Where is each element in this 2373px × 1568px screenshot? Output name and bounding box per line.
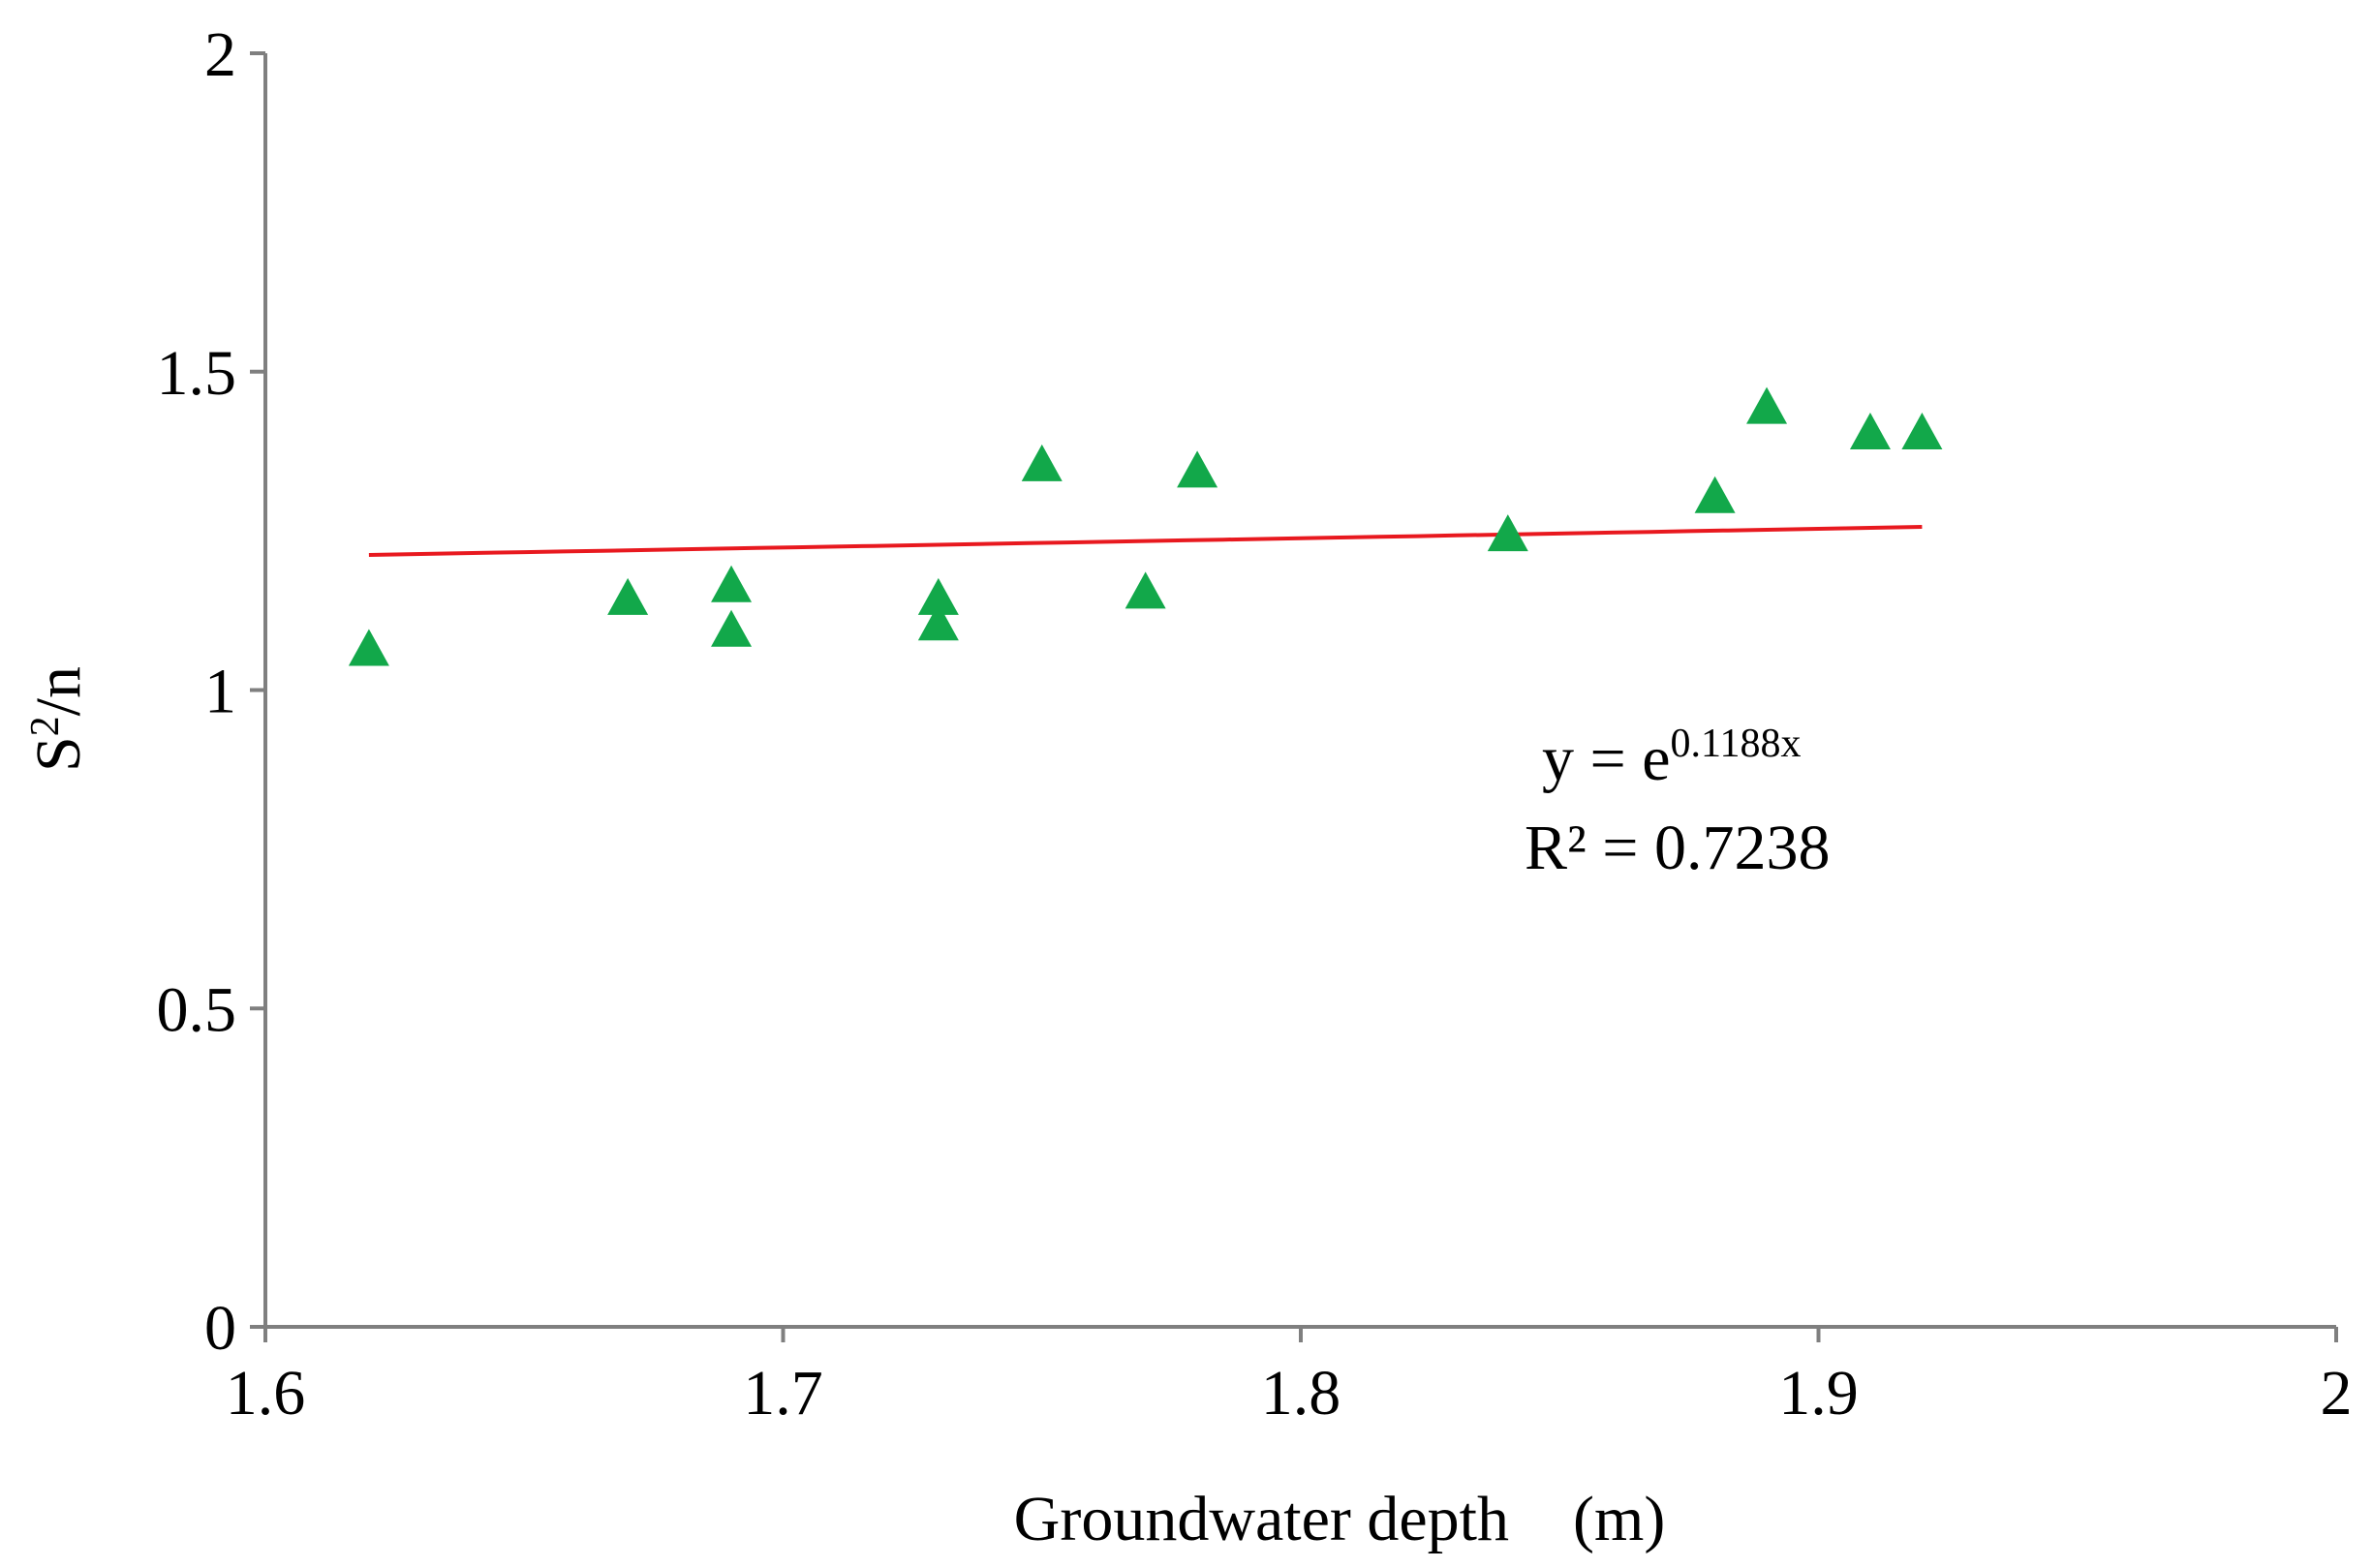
data-point <box>1849 412 1891 449</box>
data-point <box>348 629 389 666</box>
r-squared-label: R² = 0.7238 <box>1525 813 1831 883</box>
data-point <box>711 565 753 602</box>
trendline-group <box>368 525 1923 557</box>
data-point <box>1694 476 1736 513</box>
data-point <box>1746 386 1788 424</box>
y-tick-label: 0 <box>204 1293 236 1364</box>
y-axis-title-rest: /n <box>23 666 94 716</box>
data-point <box>1021 444 1063 481</box>
x-tick-label: 2 <box>2321 1358 2353 1429</box>
y-tick-label: 1 <box>204 657 236 727</box>
data-point <box>917 603 959 641</box>
trendline <box>368 525 1923 557</box>
data-point <box>1487 514 1528 552</box>
equation-prefix: y = e <box>1542 723 1671 794</box>
axes: 1.6 1.7 1.8 1.9 2 0 0.5 1 1.5 2 <box>157 19 2353 1429</box>
data-point <box>711 609 753 647</box>
x-ticks: 1.6 1.7 1.8 1.9 2 <box>226 1327 2353 1429</box>
data-points <box>348 386 1943 666</box>
data-point <box>1125 571 1166 609</box>
y-ticks: 0 0.5 1 1.5 2 <box>157 19 265 1364</box>
data-point <box>1177 450 1218 488</box>
trendline-equation: y = e0.1188x <box>1542 722 1801 794</box>
data-point <box>1901 412 1943 449</box>
x-axis-title: Groundwater depth (m) <box>1014 1484 1666 1554</box>
y-axis-title: S2/n <box>23 666 94 772</box>
y-axis-title-base: S <box>23 736 94 772</box>
y-tick-label: 1.5 <box>157 338 237 409</box>
y-tick-label: 0.5 <box>157 974 237 1045</box>
x-tick-label: 1.7 <box>743 1358 823 1429</box>
x-tick-label: 1.8 <box>1261 1358 1341 1429</box>
data-point <box>917 577 959 615</box>
equation-exponent: 0.1188x <box>1671 722 1802 766</box>
y-tick-label: 2 <box>204 19 236 90</box>
x-tick-label: 1.6 <box>226 1358 306 1429</box>
data-point <box>607 577 649 615</box>
y-axis-title-sup: 2 <box>23 716 68 736</box>
x-tick-label: 1.9 <box>1778 1358 1859 1429</box>
